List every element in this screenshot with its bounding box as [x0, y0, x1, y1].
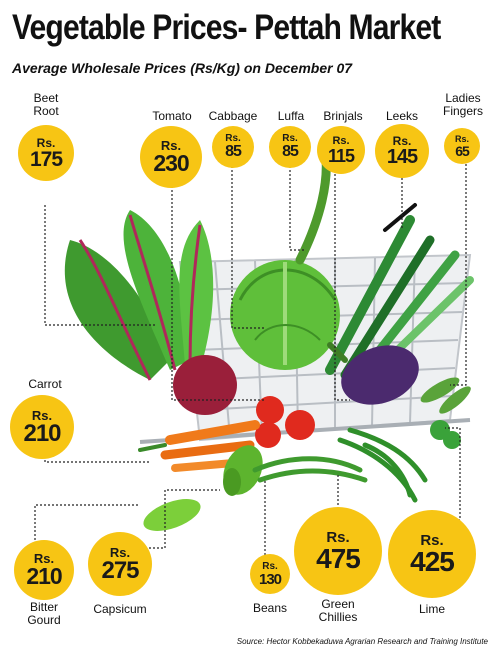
price-badge-capsicum: Rs. 275 [88, 532, 152, 596]
price-badge-carrot: Rs. 210 [10, 395, 74, 459]
price-badge-green-chillies: Rs. 475 [294, 507, 382, 595]
page-subtitle: Average Wholesale Prices (Rs/Kg) on Dece… [12, 60, 353, 76]
label-tomato: Tomato [152, 109, 192, 123]
capsicum [223, 445, 263, 496]
label-capsicum: Capsicum [93, 602, 147, 616]
price-badge-bitter-gourd: Rs. 210 [14, 540, 74, 600]
price-badge-leeks: Rs. 145 [375, 124, 429, 178]
ladies-fingers [420, 377, 471, 414]
price-badge-beet-root: Rs. 175 [18, 125, 74, 181]
page-title: Vegetable Prices- Pettah Market [12, 8, 441, 47]
bitter-gourd [143, 499, 201, 531]
limes [430, 420, 461, 449]
label-beans: Beans [252, 601, 288, 615]
price-badge-lime: Rs. 425 [388, 510, 476, 598]
price-badge-brinjals: Rs. 115 [317, 126, 365, 174]
label-brinjals: Brinjals [323, 109, 363, 123]
beetroot-leaves [64, 210, 214, 381]
label-leeks: Leeks [385, 109, 419, 123]
source-note: Source: Hector Kobbekaduwa Agrarian Rese… [236, 637, 488, 646]
brinjal [341, 345, 419, 405]
luffa [295, 145, 331, 265]
price-badge-beans: Rs. 130 [250, 554, 290, 594]
price-badge-cabbage: Rs. 85 [212, 126, 254, 168]
connector-lines [34, 152, 467, 555]
tomatoes [255, 396, 315, 448]
label-bitter-gourd: Bitter Gourd [27, 600, 61, 627]
price-badge-tomato: Rs. 230 [140, 126, 202, 188]
label-ladies-fingers: Ladies Fingers [442, 91, 483, 118]
cabbage [230, 260, 340, 370]
label-cabbage: Cabbage [208, 109, 258, 123]
price-badge-luffa: Rs. 85 [269, 126, 311, 168]
label-luffa: Luffa [277, 109, 305, 123]
price-badge-ladies-fingers: Rs. 65 [444, 128, 480, 164]
label-beet-root: Beet Root [33, 91, 59, 118]
label-lime: Lime [418, 602, 445, 616]
beetroot [173, 355, 237, 415]
beans [252, 456, 368, 483]
label-carrot: Carrot [28, 377, 62, 391]
green-chillies [337, 427, 428, 503]
label-green-chillies: Green Chillies [318, 597, 358, 624]
